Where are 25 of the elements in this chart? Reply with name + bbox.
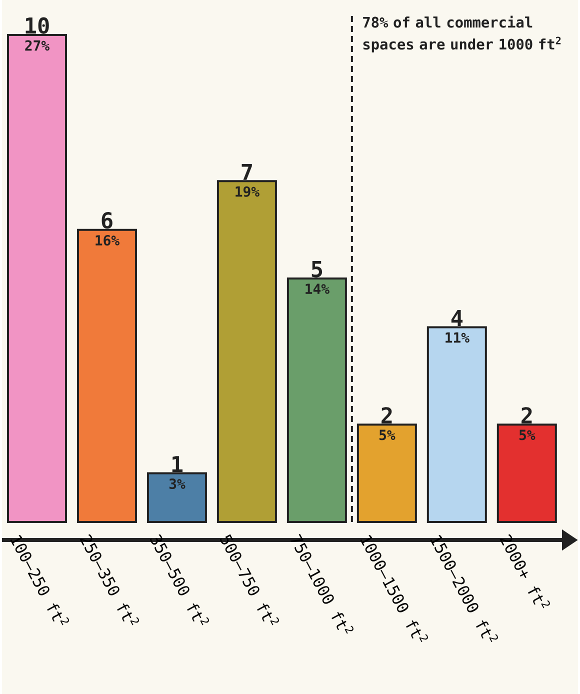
data-label: 6 — [102, 212, 112, 229]
bar — [426, 326, 487, 523]
bar — [216, 180, 277, 523]
annotation: 3% — [169, 478, 186, 490]
data-label: 7 — [242, 164, 252, 180]
annotation: 5% — [380, 430, 396, 440]
data-label: 2 — [382, 407, 392, 424]
data-label: 2 — [522, 407, 532, 424]
data-label: 5 — [312, 261, 322, 278]
data-label: 10 — [26, 17, 49, 34]
annotation: 16% — [96, 235, 120, 246]
bar — [146, 472, 207, 523]
bar — [496, 424, 557, 523]
bar — [286, 278, 347, 523]
annotation: 27% — [25, 40, 50, 51]
data-label: 1 — [172, 456, 183, 472]
bar — [356, 424, 417, 523]
annotation: 14% — [306, 284, 330, 294]
annotation: 5% — [519, 430, 536, 440]
data-label: 4 — [451, 310, 463, 326]
annotation: 11% — [446, 332, 470, 343]
annotation: 19% — [236, 186, 260, 197]
bar — [6, 34, 67, 523]
bar — [76, 228, 137, 523]
annotation: 78% of all commercial spaces are under 1000 ft$^{2}$ — [363, 16, 561, 52]
